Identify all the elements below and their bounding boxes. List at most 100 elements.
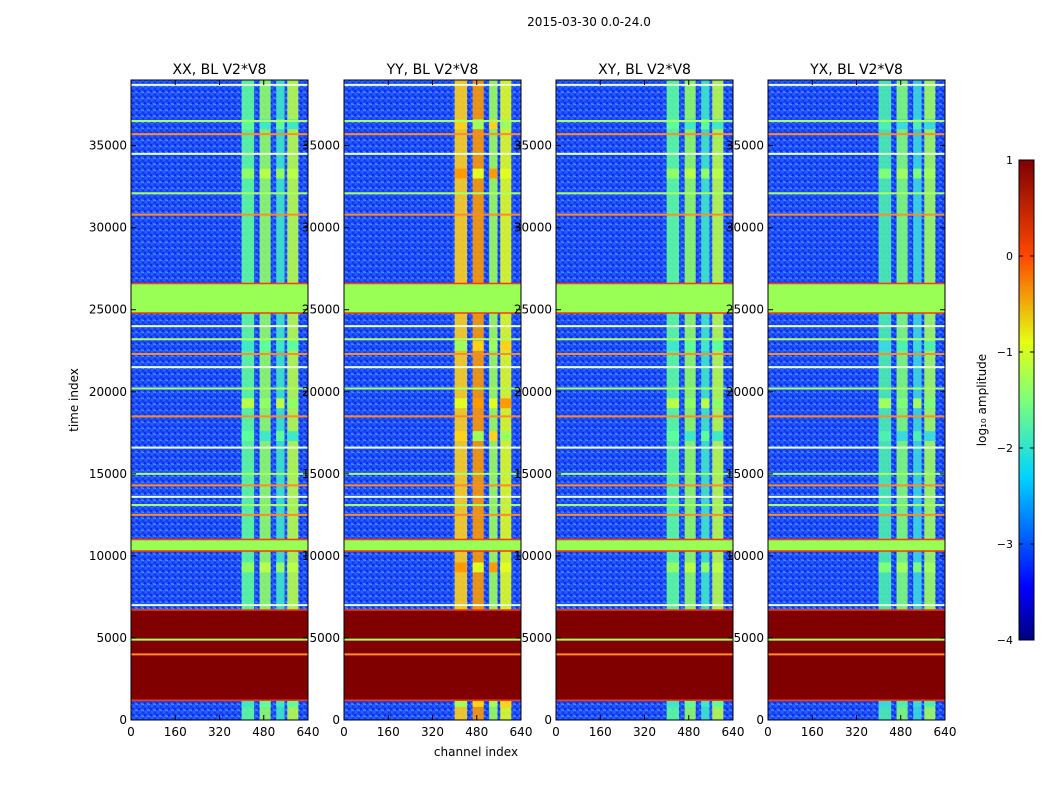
band-segment (241, 562, 255, 573)
band-segment (684, 398, 696, 409)
band-segment (259, 562, 271, 573)
panel-title: YX, BL V2*V8 (809, 62, 903, 78)
band-segment (489, 168, 498, 179)
band-segment (924, 398, 936, 409)
y-tick-label: 15000 (302, 467, 340, 481)
band-segment (924, 340, 936, 351)
band-segment (500, 431, 512, 442)
y-axis-label: time index (67, 368, 81, 432)
colorbar-tick-label: 1 (1006, 154, 1013, 167)
x-tick-label: 160 (164, 725, 187, 739)
band-segment (287, 431, 299, 442)
band-segment (684, 168, 696, 179)
band-segment (913, 562, 922, 573)
x-tick-label: 480 (465, 725, 488, 739)
band-segment (259, 431, 271, 442)
colorbar-label: log₁₀ amplitude (975, 354, 989, 446)
y-tick-label: 0 (544, 713, 552, 727)
band-segment (472, 168, 484, 179)
x-tick-label: 640 (510, 725, 533, 739)
band-segment (454, 340, 468, 351)
band-segment (913, 119, 922, 130)
band-segment (924, 168, 936, 179)
band-segment (913, 398, 922, 409)
band-segment (276, 697, 285, 707)
y-tick-label: 20000 (89, 385, 127, 399)
band-segment (878, 697, 892, 707)
x-tick-label: 160 (377, 725, 400, 739)
y-tick-label: 25000 (514, 303, 552, 317)
flagged-block (344, 283, 521, 314)
colorbar: 1 0 −1 −2 −3 −4 log₁₀ amplitude (975, 154, 1035, 647)
band-segment (276, 398, 285, 409)
band-segment (276, 431, 285, 442)
y-tick-label: 10000 (726, 549, 764, 563)
band-segment (878, 398, 892, 409)
band-segment (500, 562, 512, 573)
band-segment (913, 431, 922, 442)
band-segment (287, 697, 299, 707)
y-tick-label: 10000 (89, 549, 127, 563)
y-tick-label: 15000 (89, 467, 127, 481)
flagged-block (344, 539, 521, 551)
panel-title: XY, BL V2*V8 (598, 62, 691, 78)
band-segment (684, 562, 696, 573)
band-segment (913, 340, 922, 351)
band-segment (454, 697, 468, 707)
band-segment (701, 119, 710, 130)
band-segment (666, 562, 680, 573)
y-tick-label: 0 (332, 713, 340, 727)
y-tick-label: 35000 (302, 139, 340, 153)
band-segment (241, 431, 255, 442)
flagged-block (131, 539, 308, 551)
band-segment (701, 562, 710, 573)
y-tick-label: 25000 (726, 303, 764, 317)
band-segment (489, 340, 498, 351)
panel-title: XX, BL V2*V8 (173, 62, 267, 78)
band-segment (489, 697, 498, 707)
band-segment (489, 562, 498, 573)
y-tick-label: 5000 (96, 631, 127, 645)
band-segment (472, 431, 484, 442)
flagged-block (768, 539, 945, 551)
x-tick-label: 480 (889, 725, 912, 739)
band-segment (454, 398, 468, 409)
panel-2: YY, BL V2*V8 0 160 320 480 640 0 5000 10000 15000… (302, 62, 533, 739)
band-segment (712, 431, 724, 442)
band-segment (241, 398, 255, 409)
band-segment (489, 398, 498, 409)
y-tick-label: 15000 (726, 467, 764, 481)
x-tick-label: 0 (340, 725, 348, 739)
y-tick-label: 35000 (726, 139, 764, 153)
colorbar-tick-label: −2 (997, 442, 1013, 455)
x-tick-label: 320 (845, 725, 868, 739)
band-segment (666, 431, 680, 442)
x-tick-label: 320 (633, 725, 656, 739)
band-segment (259, 398, 271, 409)
band-segment (241, 168, 255, 179)
band-segment (287, 168, 299, 179)
y-tick-label: 30000 (514, 221, 552, 235)
band-segment (684, 119, 696, 130)
band-segment (896, 398, 908, 409)
band-segment (666, 697, 680, 707)
band-segment (878, 340, 892, 351)
x-tick-label: 320 (208, 725, 231, 739)
figure-title: 2015-03-30 0.0-24.0 (527, 15, 651, 29)
y-tick-label: 5000 (521, 631, 552, 645)
band-segment (287, 562, 299, 573)
x-axis-label: channel index (434, 745, 518, 759)
band-segment (276, 340, 285, 351)
band-segment (878, 562, 892, 573)
band-segment (701, 398, 710, 409)
band-segment (259, 119, 271, 130)
band-segment (259, 340, 271, 351)
band-segment (472, 340, 484, 351)
band-segment (896, 340, 908, 351)
band-segment (684, 431, 696, 442)
flagged-block (768, 283, 945, 314)
band-segment (287, 398, 299, 409)
y-tick-label: 0 (756, 713, 764, 727)
band-segment (472, 119, 484, 130)
